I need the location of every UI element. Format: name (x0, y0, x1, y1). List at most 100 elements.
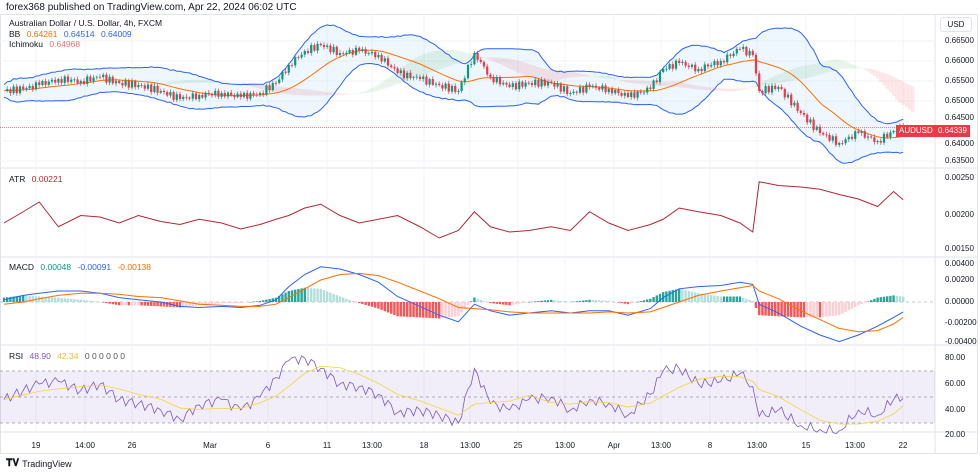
macd-histogram-bar (457, 302, 460, 317)
macd-histogram-bar (822, 302, 825, 318)
candle (604, 83, 607, 95)
candle-body (662, 69, 665, 73)
candle (588, 82, 591, 90)
macd-histogram-bar (239, 302, 242, 304)
candle (441, 82, 444, 92)
currency-button[interactable]: USD (940, 17, 972, 32)
ichimoku-label: Ichimoku (9, 39, 44, 49)
candle-body (722, 61, 726, 63)
candle (873, 134, 876, 145)
candle (610, 86, 614, 96)
macd-legend[interactable]: MACD 0.00048 -0.00091 -0.00138 (9, 262, 155, 272)
candle (188, 96, 191, 101)
macd-histogram-bar (25, 295, 28, 302)
candle (463, 75, 466, 86)
macd-histogram-bar (655, 295, 658, 302)
macd-histogram-bar (236, 302, 239, 304)
macd-histogram-bar (284, 292, 287, 302)
candle-body (425, 76, 428, 85)
candle-body (601, 85, 604, 90)
candle-body (313, 45, 316, 51)
macd-histogram-bar (594, 300, 598, 302)
macd-histogram-bar (716, 296, 719, 302)
candle-body (66, 76, 70, 82)
candle (793, 100, 796, 108)
macd-histogram-bar (431, 302, 434, 319)
ichimoku-legend[interactable]: Ichimoku 0.64968 (9, 39, 84, 49)
candle-body (57, 79, 60, 83)
candle-body (482, 61, 486, 67)
candle-body (188, 97, 191, 99)
candle-body (396, 68, 399, 73)
candle-body (457, 91, 460, 92)
candle (527, 80, 530, 86)
candle-body (610, 89, 614, 94)
candle-body (25, 88, 28, 89)
macd-histogram-bar (706, 294, 710, 302)
macd-histogram-bar (76, 299, 79, 302)
macd-histogram-bar (758, 302, 761, 316)
candle-body (169, 92, 172, 96)
candle-body (758, 73, 761, 91)
candle-body (412, 77, 415, 79)
candle (742, 44, 745, 52)
tradingview-logo[interactable]: 𝐓𝐕 TradingView (6, 458, 72, 469)
macd-histogram-bar (409, 302, 412, 317)
candle-body (201, 95, 204, 98)
time-axis-label: 15 (801, 441, 811, 450)
candle-body (815, 126, 818, 130)
candle (402, 67, 406, 81)
candle-body (217, 90, 220, 97)
candle-body (754, 55, 758, 74)
candle (370, 49, 374, 56)
candle (383, 55, 386, 64)
candle-body (860, 131, 863, 133)
macd-histogram-bar (159, 302, 162, 307)
candle (271, 80, 274, 92)
candle (175, 91, 178, 103)
candle-body (831, 136, 834, 141)
candle-body (735, 48, 738, 54)
macd-histogram-bar (482, 300, 486, 302)
candle (726, 51, 729, 65)
atr-legend[interactable]: ATR 0.00221 (9, 174, 66, 184)
macd-histogram-bar (370, 302, 374, 307)
candle (466, 63, 470, 80)
macd-histogram-bar (598, 300, 601, 302)
candle (396, 66, 399, 75)
candle-body (166, 92, 169, 96)
macd-histogram-bar (738, 296, 742, 302)
candle-body (294, 57, 297, 66)
macd-histogram-bar (351, 300, 354, 302)
candle (591, 83, 594, 89)
candle (386, 55, 390, 69)
candle (636, 90, 639, 101)
candle (537, 78, 540, 89)
macd-histogram-bar (140, 302, 143, 306)
macd-histogram-bar (338, 296, 342, 302)
candle (230, 89, 233, 97)
candle (284, 68, 287, 75)
candle-body (857, 131, 860, 133)
macd-histogram-bar (297, 289, 300, 302)
candle-body (182, 96, 185, 99)
bb-legend[interactable]: BB 0.64261 0.64514 0.64009 (9, 29, 136, 39)
rsi-legend[interactable]: RSI 48.90 42.34 0 0 0 0 0 0 (9, 351, 129, 361)
atr-value: 0.00221 (31, 174, 63, 184)
macd-histogram-bar (479, 299, 482, 302)
macd-histogram-bar (489, 302, 492, 304)
macd-histogram-bar (812, 302, 815, 318)
macd-histogram-bar (889, 295, 892, 302)
candle (662, 66, 665, 74)
candle-body (684, 61, 687, 66)
candle (722, 59, 726, 65)
candle (306, 48, 310, 55)
candle-body (172, 92, 175, 100)
candle (92, 74, 95, 84)
macd-histogram-bar (463, 302, 466, 309)
candle-body (226, 92, 230, 97)
macd-histogram-bar (697, 293, 700, 302)
symbol-title[interactable]: Australian Dollar / U.S. Dollar, 4h, FXC… (9, 18, 163, 28)
candle (15, 83, 18, 96)
